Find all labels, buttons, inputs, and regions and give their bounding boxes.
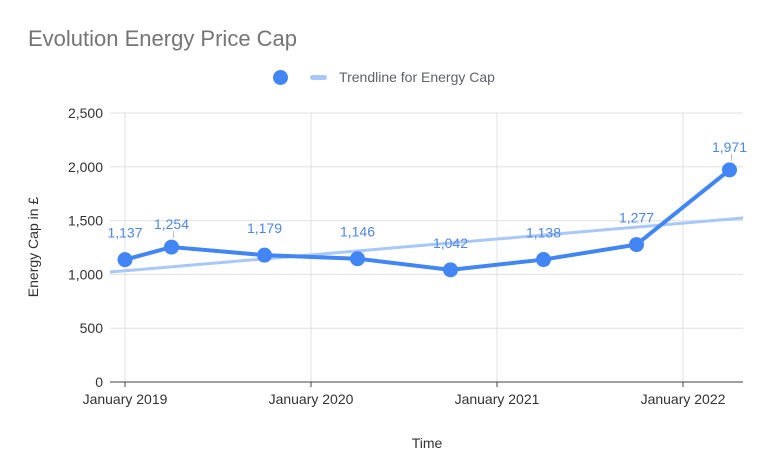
- data-point: [164, 239, 179, 255]
- y-axis-title: Energy Cap in £: [25, 196, 41, 298]
- data-point: [117, 252, 133, 268]
- data-label: 1,179: [247, 220, 282, 236]
- energy-cap-series-dot-icon: [273, 69, 289, 85]
- data-label: 1,254: [154, 216, 189, 232]
- data-label: 1,137: [107, 225, 142, 241]
- trendline-dash-icon: [310, 74, 328, 80]
- x-tick-label: January 2020: [269, 391, 354, 407]
- data-point: [443, 262, 458, 278]
- y-tick-label: 2,000: [68, 159, 103, 175]
- data-point: [536, 252, 551, 268]
- data-label: 1,138: [526, 225, 561, 241]
- trendline: [109, 216, 744, 274]
- x-tick-label: January 2022: [641, 391, 726, 407]
- x-tick-label: January 2021: [455, 391, 540, 407]
- data-label: 1,042: [433, 235, 468, 251]
- x-axis-title: Time: [411, 435, 443, 451]
- y-tick-label: 1,000: [68, 266, 103, 282]
- y-tick-label: 2,500: [68, 105, 103, 121]
- data-point: [350, 251, 365, 267]
- x-tick-label: January 2019: [83, 391, 168, 407]
- data-label: 1,277: [619, 210, 654, 226]
- data-point: [257, 247, 272, 263]
- data-point: [629, 237, 644, 253]
- trendline-legend-label: Trendline for Energy Cap: [339, 69, 495, 85]
- chart-title: Evolution Energy Price Cap: [28, 26, 298, 51]
- y-tick-label: 500: [80, 320, 104, 336]
- data-label: 1,971: [712, 139, 747, 155]
- legend: Trendline for Energy Cap: [0, 69, 768, 85]
- energy-cap-line: [123, 167, 732, 272]
- data-label: 1,146: [340, 224, 375, 240]
- data-point: [722, 162, 737, 178]
- y-tick-label: 0: [95, 374, 103, 390]
- y-tick-label: 1,500: [68, 213, 103, 229]
